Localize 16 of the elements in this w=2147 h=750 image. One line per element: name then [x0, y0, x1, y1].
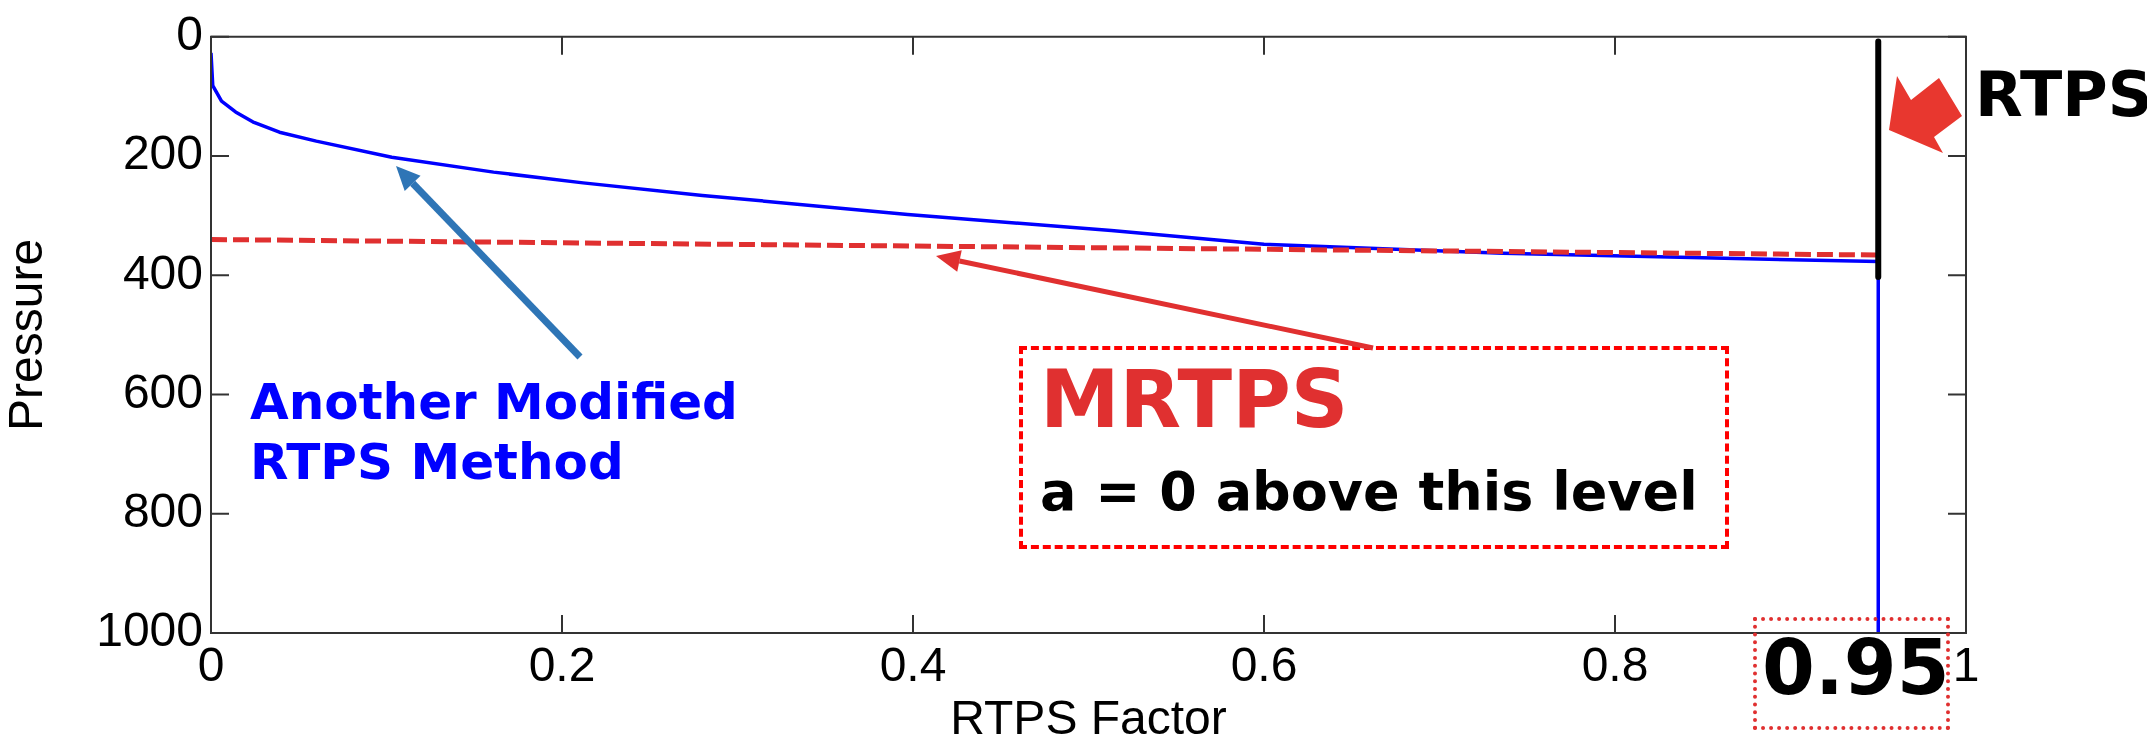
x-tick-label: 0.2 [528, 638, 596, 692]
y-tick-label: 200 [122, 126, 203, 180]
x-tick-label: 1 [1952, 638, 1980, 692]
x-tick-label: 0.4 [879, 638, 947, 692]
x-tick-label: 0.8 [1581, 638, 1649, 692]
series-label: MRTPS [1040, 352, 1349, 448]
annotation: a = 0 above this level [1040, 460, 1698, 525]
text: Another Modified RTPS Method [250, 372, 739, 492]
y-axis-title: Pressure [0, 238, 53, 431]
y-tick-label: 600 [122, 364, 203, 418]
y-tick-label: 800 [122, 483, 203, 537]
y-tick-label: 400 [122, 245, 203, 299]
y-tick-label: 0 [176, 7, 203, 61]
annotation: 0.95 [1762, 622, 1950, 714]
x-tick-label: 0.6 [1230, 638, 1298, 692]
x-axis-title: RTPS Factor [950, 691, 1227, 745]
